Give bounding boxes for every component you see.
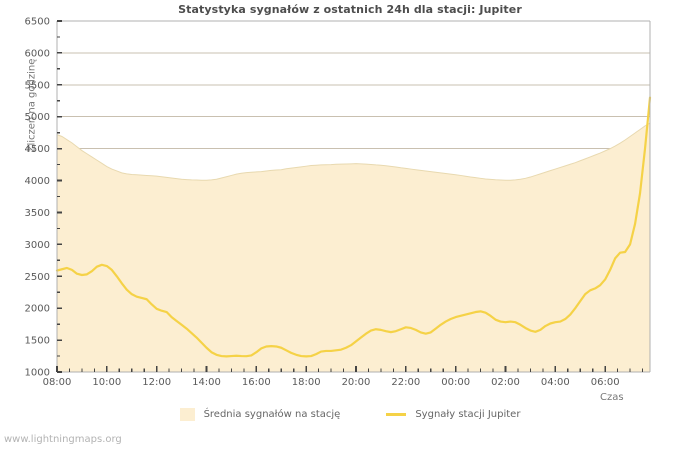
legend-area-label: Średnia sygnałów na stację	[203, 409, 341, 420]
watermark: www.lightningmaps.org	[4, 434, 122, 445]
legend-line-swatch-icon	[386, 413, 407, 416]
legend-entry-area[interactable]: Średnia sygnałów na stację	[179, 408, 341, 421]
area-series-fill	[57, 123, 650, 372]
y-axis-tick-label: 6000	[25, 48, 50, 59]
chart-title: Statystyka sygnałów z ostatnich 24h dla …	[178, 3, 522, 16]
x-axis-tick-label: 08:00	[43, 377, 72, 388]
x-axis-tick-label: 02:00	[491, 377, 520, 388]
y-axis-tick-label: 5500	[25, 80, 50, 91]
y-axis-tick-label: 2500	[25, 272, 50, 283]
legend-entry-line[interactable]: Sygnały stacji Jupiter	[386, 409, 520, 420]
area-series-edge	[56, 122, 651, 181]
legend-area-swatch-icon	[179, 408, 195, 421]
line-series	[55, 96, 652, 358]
chart-legend: Średnia sygnałów na stację Sygnały stacj…	[0, 408, 700, 421]
x-axis-tick-label: 00:00	[441, 377, 470, 388]
x-axis-tick-label: 04:00	[541, 377, 570, 388]
x-axis-title: Czas	[600, 392, 624, 403]
y-axis-tick-label: 1000	[25, 368, 50, 379]
x-axis-tick-label: 06:00	[591, 377, 620, 388]
x-axis-tick-label: 12:00	[142, 377, 171, 388]
x-axis-tick-label: 16:00	[242, 377, 271, 388]
y-axis-tick-label: 3500	[25, 208, 50, 219]
y-axis-tick-label: 4000	[25, 176, 50, 187]
y-axis-tick-label: 5000	[25, 112, 50, 123]
x-axis-tick-label: 18:00	[292, 377, 321, 388]
x-axis-tick-label: 22:00	[391, 377, 420, 388]
y-axis-tick-label: 4500	[25, 144, 50, 155]
x-axis-tick-label: 10:00	[92, 377, 121, 388]
legend-line-label: Sygnały stacji Jupiter	[415, 409, 521, 420]
x-axis-tick-label: 14:00	[192, 377, 221, 388]
chart-plot-area: 1000 1500 2000 2500 3000 3500 4000 4500 5000 5500…	[25, 17, 652, 388]
x-axis-tick-label: 20:00	[342, 377, 371, 388]
y-axis-tick-label: 6500	[25, 17, 50, 28]
y-axis-tick-label: 1500	[25, 336, 50, 347]
y-axis-tick-label: 3000	[25, 240, 50, 251]
y-axis-tick-label: 2000	[25, 304, 50, 315]
